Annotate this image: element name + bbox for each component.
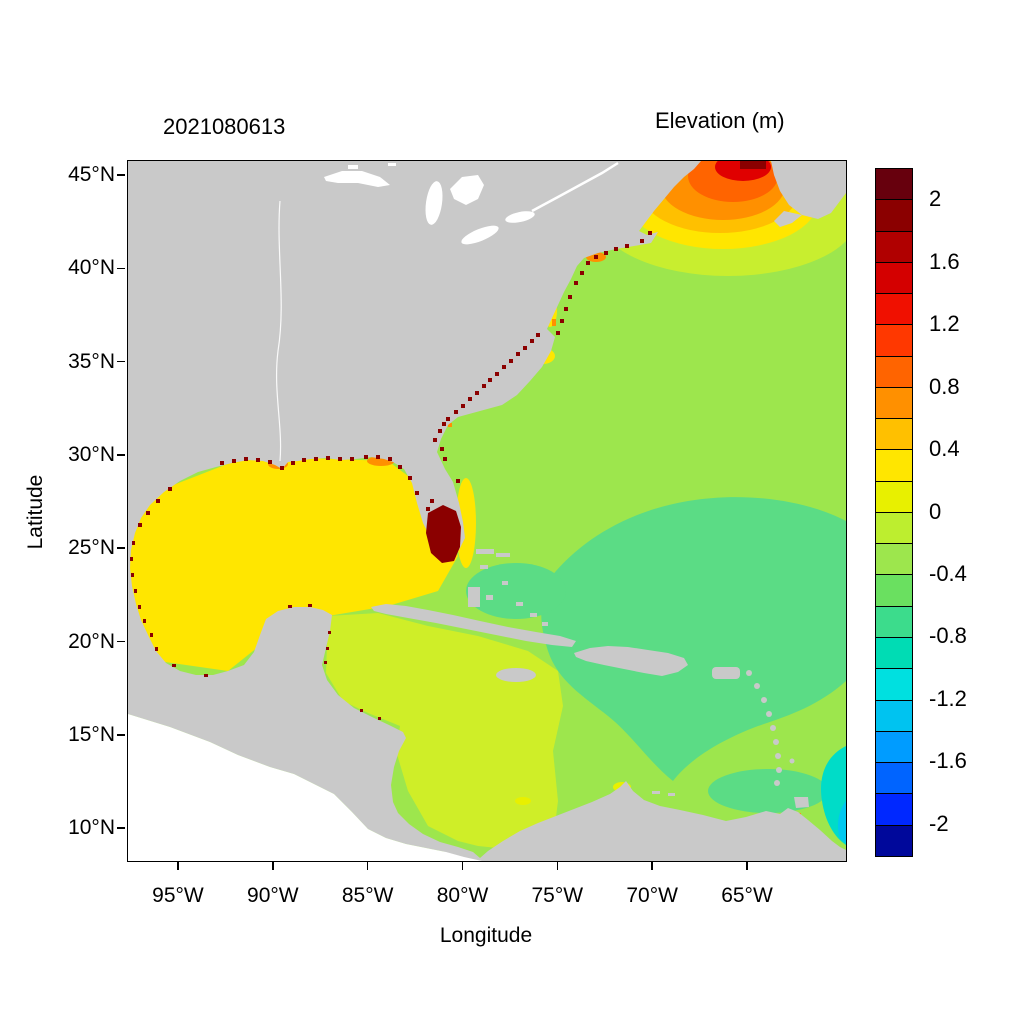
map-canvas xyxy=(128,161,846,861)
y-tick-label: 30°N xyxy=(68,442,115,466)
colorbar-segment xyxy=(876,293,912,325)
colorbar-segment xyxy=(876,261,912,294)
y-tick-mark xyxy=(117,360,125,363)
colorbar-title: Elevation (m) xyxy=(655,108,785,133)
x-tick-label: 70°W xyxy=(626,884,678,907)
land-masses xyxy=(128,161,846,861)
y-tick-label: 10°N xyxy=(68,816,115,839)
region-outside-domain-pacific xyxy=(128,714,482,861)
y-tick-label: 40°N xyxy=(68,256,115,280)
x-tick-label: 85°W xyxy=(341,884,394,907)
colorbar-segment xyxy=(876,199,912,231)
x-tick-mark xyxy=(366,862,369,870)
colorbar-label: -2 xyxy=(929,810,949,836)
y-tick-label: 45°N xyxy=(68,162,115,186)
y-tick-mark xyxy=(117,734,125,736)
rivers xyxy=(275,161,619,462)
colorbar-segment xyxy=(876,230,912,262)
x-tick-mark xyxy=(651,862,653,870)
land-hispaniola xyxy=(574,646,688,676)
colorbar-segment xyxy=(876,668,912,700)
region-se-corner-cyan xyxy=(821,746,846,845)
colorbar-segment xyxy=(876,511,912,544)
colorbar-segment xyxy=(876,324,912,356)
colorbar-segment xyxy=(876,449,912,481)
colorbar-segment xyxy=(876,480,912,512)
plot-title-date: 2021080613 xyxy=(163,114,286,139)
y-tick-mark xyxy=(117,174,125,176)
y-tick-label: 15°N xyxy=(68,722,115,746)
y-tick-mark xyxy=(117,547,125,549)
x-tick-label: 95°W xyxy=(152,884,204,907)
x-axis-title: Longitude xyxy=(439,924,533,947)
x-tick-label: 75°W xyxy=(531,884,584,907)
land-south-america xyxy=(428,781,846,861)
colorbar-label: -0.8 xyxy=(929,623,967,649)
colorbar-segment xyxy=(876,605,912,637)
x-tick-mark xyxy=(746,862,748,870)
colorbar-segment xyxy=(876,699,912,731)
colorbar-segment xyxy=(876,418,912,450)
x-tick-label: 80°W xyxy=(436,884,489,907)
colorbar-segments xyxy=(876,169,912,856)
colorbar-label: 0.8 xyxy=(929,373,960,399)
colorbar-label: -1.6 xyxy=(929,748,967,774)
land-north-america xyxy=(128,161,701,861)
land-trinidad xyxy=(794,797,809,808)
x-tick-label: 65°W xyxy=(721,884,773,907)
colorbar-segment xyxy=(876,730,912,763)
land-lesser-antilles xyxy=(746,670,795,786)
land-puerto-rico xyxy=(712,667,740,679)
colorbar-label: -0.4 xyxy=(929,560,967,586)
colorbar-label: 2 xyxy=(929,186,942,212)
colorbar-segment xyxy=(876,762,912,794)
y-tick-mark xyxy=(117,454,125,456)
colorbar-segment xyxy=(876,636,912,669)
colorbar-segment xyxy=(876,824,912,856)
y-tick-label: 35°N xyxy=(68,349,115,373)
colorbar-segment xyxy=(876,543,912,575)
x-tick-mark xyxy=(556,862,559,870)
y-tick-mark xyxy=(117,267,125,270)
land-jamaica xyxy=(496,668,536,682)
y-tick-label: 25°N xyxy=(68,536,115,560)
colorbar-segment xyxy=(876,386,912,419)
land-bahamas xyxy=(468,549,548,626)
land-abc-islands xyxy=(652,791,675,796)
y-tick-mark xyxy=(117,827,125,829)
y-tick-mark xyxy=(117,640,125,643)
colorbar-segment xyxy=(876,169,912,200)
land-nova-scotia xyxy=(771,161,846,227)
colorbar xyxy=(875,168,913,857)
colorbar-segment xyxy=(876,793,912,825)
y-tick-label: 20°N xyxy=(68,629,115,653)
colorbar-segment xyxy=(876,574,912,606)
region-subtropical-patch xyxy=(466,497,846,813)
colorbar-label: 1.6 xyxy=(929,248,960,274)
colorbar-label: 0 xyxy=(929,498,942,524)
x-tick-label: 90°W xyxy=(247,884,299,907)
colorbar-label: 1.2 xyxy=(929,311,960,337)
great-lakes xyxy=(324,163,535,245)
coastal-extreme-cells xyxy=(130,161,766,720)
x-tick-mark xyxy=(272,862,274,870)
land-cuba xyxy=(371,604,576,647)
colorbar-segment xyxy=(876,355,912,387)
x-tick-mark xyxy=(177,862,179,870)
map-plot-area xyxy=(127,160,847,862)
colorbar-label: -1.2 xyxy=(929,685,967,711)
colorbar-label: 0.4 xyxy=(929,436,960,462)
x-tick-mark xyxy=(461,862,464,870)
